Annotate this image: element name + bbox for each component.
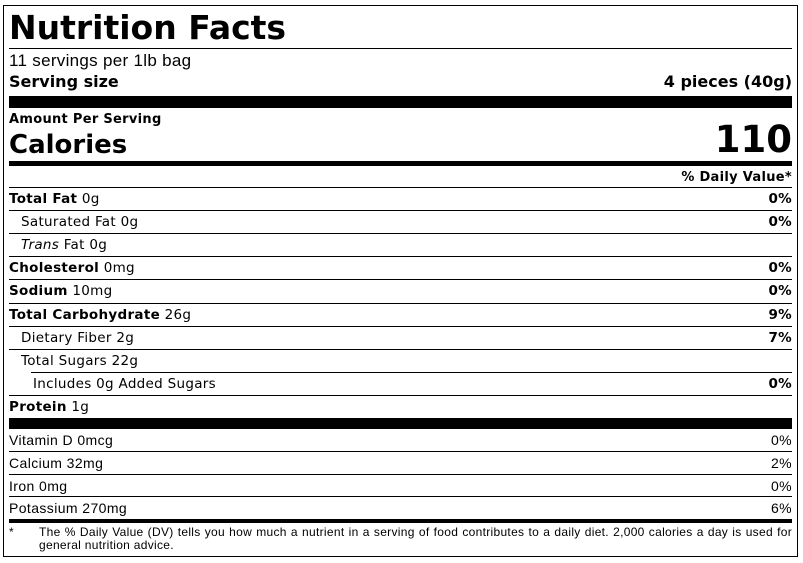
nutrient-row: Saturated Fat 0g 0% (9, 210, 792, 233)
vitamin-amount: 0mcg (77, 432, 114, 448)
nutrient-name-italic: Trans (21, 237, 60, 253)
vitamin-name: Potassium (9, 500, 78, 516)
medium-rule (9, 519, 792, 523)
vitamin-amount: 270mg (82, 500, 128, 516)
vitamin-name: Vitamin D (9, 432, 74, 448)
nutrient-dv: 0% (768, 376, 792, 392)
nutrient-amount: 26g (164, 307, 192, 323)
nutrient-name: Total Carbohydrate (9, 307, 161, 323)
serving-size-label: Serving size (9, 72, 119, 91)
nutrient-name: Saturated Fat (21, 214, 116, 230)
nutrient-row: Cholesterol 0mg 0% (9, 256, 792, 279)
thick-rule (9, 96, 792, 108)
vitamin-name: Calcium (9, 455, 63, 471)
nutrient-amount: 0g (120, 214, 139, 230)
nutrient-row: Includes 0g Added Sugars 0% (31, 372, 792, 395)
nutrient-row: Dietary Fiber 2g 7% (9, 326, 792, 349)
serving-size-row: Serving size 4 pieces (40g) (9, 72, 792, 91)
vitamin-dv: 2% (770, 455, 792, 471)
footnote-marker: * (9, 525, 14, 539)
nutrition-label: Nutrition Facts 11 servings per 1lb bag … (3, 5, 798, 557)
vitamin-dv: 0% (770, 478, 792, 494)
vitamin-row: Iron 0mg 0% (9, 474, 792, 497)
nutrient-row: Sodium 10mg 0% (9, 279, 792, 302)
nutrient-row: Total Carbohydrate 26g 9% (9, 303, 792, 326)
vitamin-amount: 0mg (39, 478, 68, 494)
nutrient-dv: 0% (768, 191, 792, 207)
nutrient-name: Total Sugars (21, 353, 107, 369)
medium-rule (9, 161, 792, 166)
nutrient-row: Total Fat 0g 0% (9, 187, 792, 210)
nutrient-amount: 0g (89, 237, 108, 253)
nutrient-name: Fat (63, 237, 85, 253)
nutrient-amount: 0g (81, 191, 100, 207)
calories-value: 110 (714, 118, 792, 161)
nutrient-amount: 10mg (72, 283, 113, 299)
nutrient-dv: 0% (768, 283, 792, 299)
thick-rule (9, 418, 792, 429)
vitamin-row: Calcium 32mg 2% (9, 451, 792, 474)
nutrient-amount: 2g (116, 330, 135, 346)
calories-row: Calories 110 (9, 118, 792, 161)
vitamin-dv: 0% (770, 432, 792, 448)
footnote: * The % Daily Value (DV) tells you how m… (9, 526, 792, 552)
vitamin-row: Vitamin D 0mcg 0% (9, 429, 792, 451)
footnote-text: The % Daily Value (DV) tells you how muc… (39, 525, 792, 552)
nutrient-name: Cholesterol (9, 260, 100, 276)
nutrient-name: Includes 0g Added Sugars (33, 376, 216, 392)
vitamin-row: Potassium 270mg 6% (9, 496, 792, 519)
vitamin-amount: 32mg (66, 455, 104, 471)
amount-per-serving: Amount Per Serving (9, 112, 162, 127)
nutrient-name: Sodium (9, 283, 68, 299)
nutrient-amount: 0mg (103, 260, 135, 276)
nutrient-dv: 0% (768, 260, 792, 276)
calories-label: Calories (9, 130, 128, 160)
nutrient-name: Dietary Fiber (21, 330, 112, 346)
vitamin-name: Iron (9, 478, 35, 494)
daily-value-header-text: % Daily Value* (681, 169, 792, 185)
vitamin-dv: 6% (770, 500, 792, 516)
nutrient-amount: 22g (111, 353, 139, 369)
nutrient-name: Total Fat (9, 191, 78, 207)
nutrient-dv: 0% (768, 214, 792, 230)
serving-size-value: 4 pieces (40g) (663, 72, 792, 91)
nutrient-row: Total Sugars 22g (9, 349, 792, 372)
servings: 11 servings per 1lb bag (9, 51, 192, 70)
daily-value-header: % Daily Value* (9, 166, 792, 188)
nutrient-dv: 7% (768, 330, 792, 346)
nutrient-amount: 1g (71, 399, 90, 415)
nutrient-name: Protein (9, 399, 67, 415)
nutrient-row: Protein 1g (9, 395, 792, 418)
nutrient-dv: 9% (768, 307, 792, 323)
title: Nutrition Facts (9, 8, 792, 49)
nutrient-row: Trans Fat 0g (9, 233, 792, 256)
